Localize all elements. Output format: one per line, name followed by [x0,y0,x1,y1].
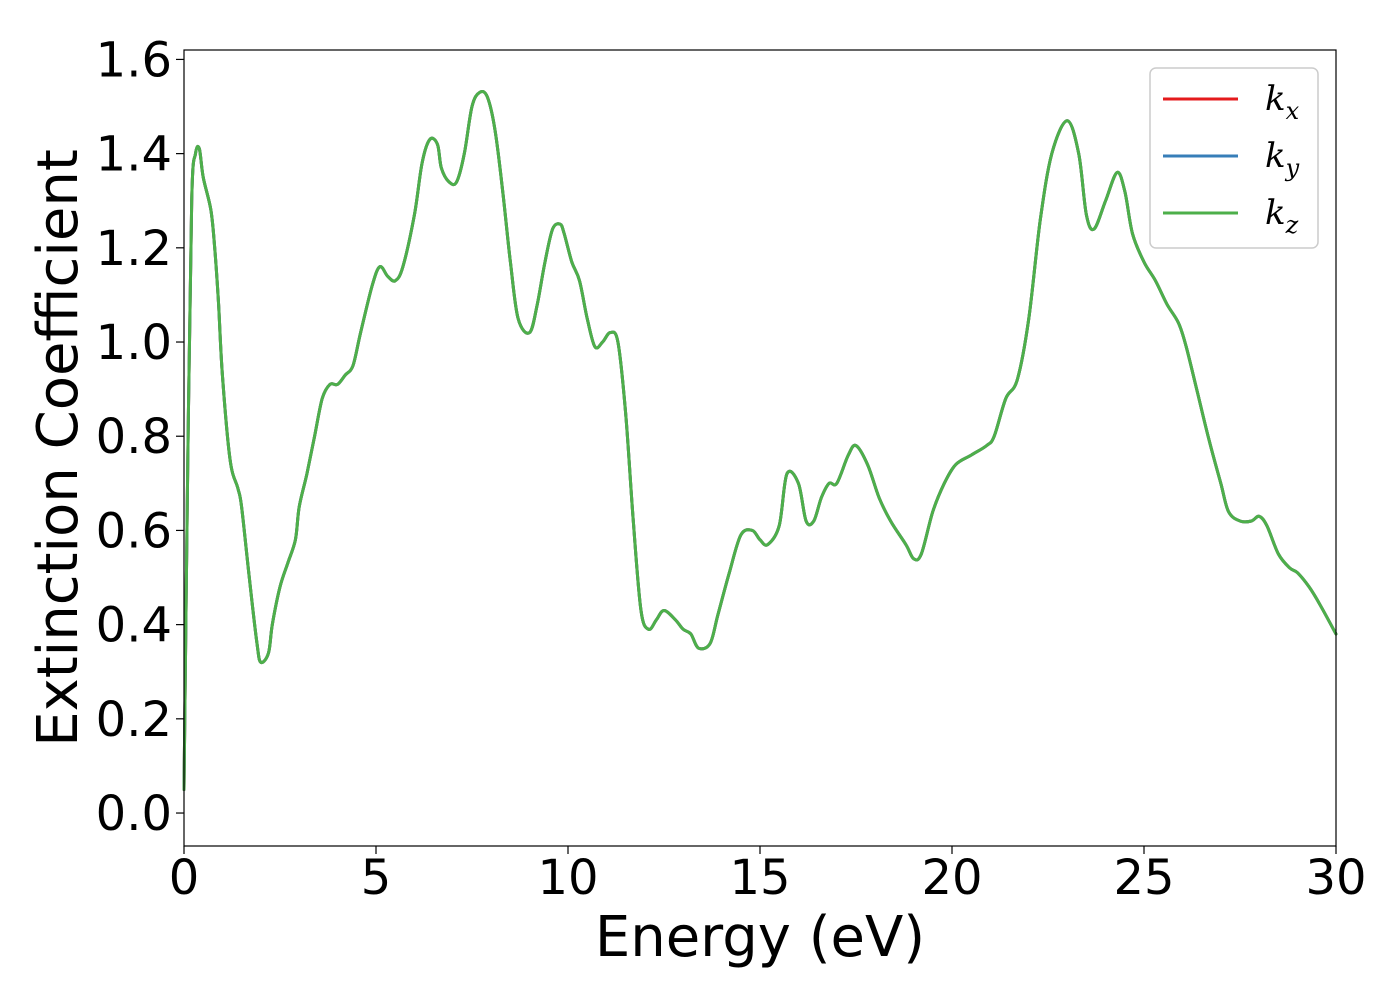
x-tick-label: 10 [537,850,598,906]
legend-box [1149,67,1319,249]
y-tick-label: 0.4 [96,598,172,654]
series-layer [182,90,1338,791]
y-tick-label: 1.6 [96,32,172,88]
y-axis-label: Extinction Coefficient [26,149,91,747]
legend-label-kx: kx [1265,79,1300,125]
x-tick-label: 0 [169,850,200,906]
y-tick-label: 0.2 [96,692,172,748]
x-tick-label: 15 [729,850,790,906]
y-tick-label: 1.4 [96,127,172,183]
legend-label-ky: ky [1265,136,1300,182]
x-tick-label: 5 [361,850,392,906]
x-axis-label: Energy (eV) [595,905,925,970]
y-tick-label: 1.0 [96,315,172,371]
legend: kx ky kz [1149,67,1319,249]
x-tick-label: 30 [1305,850,1366,906]
x-axis-ticks: 0 5 10 15 20 25 30 [169,846,1367,906]
y-tick-label: 0.6 [96,503,172,559]
x-tick-label: 20 [921,850,982,906]
y-tick-label: 1.2 [96,221,172,277]
y-axis-ticks: 0.0 0.2 0.4 0.6 0.8 1.0 1.2 1.4 1.6 [96,32,184,842]
y-tick-label: 0.0 [96,786,172,842]
y-tick-label: 0.8 [96,409,172,465]
legend-label-kz: kz [1265,193,1299,239]
series-line-kz [182,90,1338,791]
x-tick-label: 25 [1113,850,1174,906]
